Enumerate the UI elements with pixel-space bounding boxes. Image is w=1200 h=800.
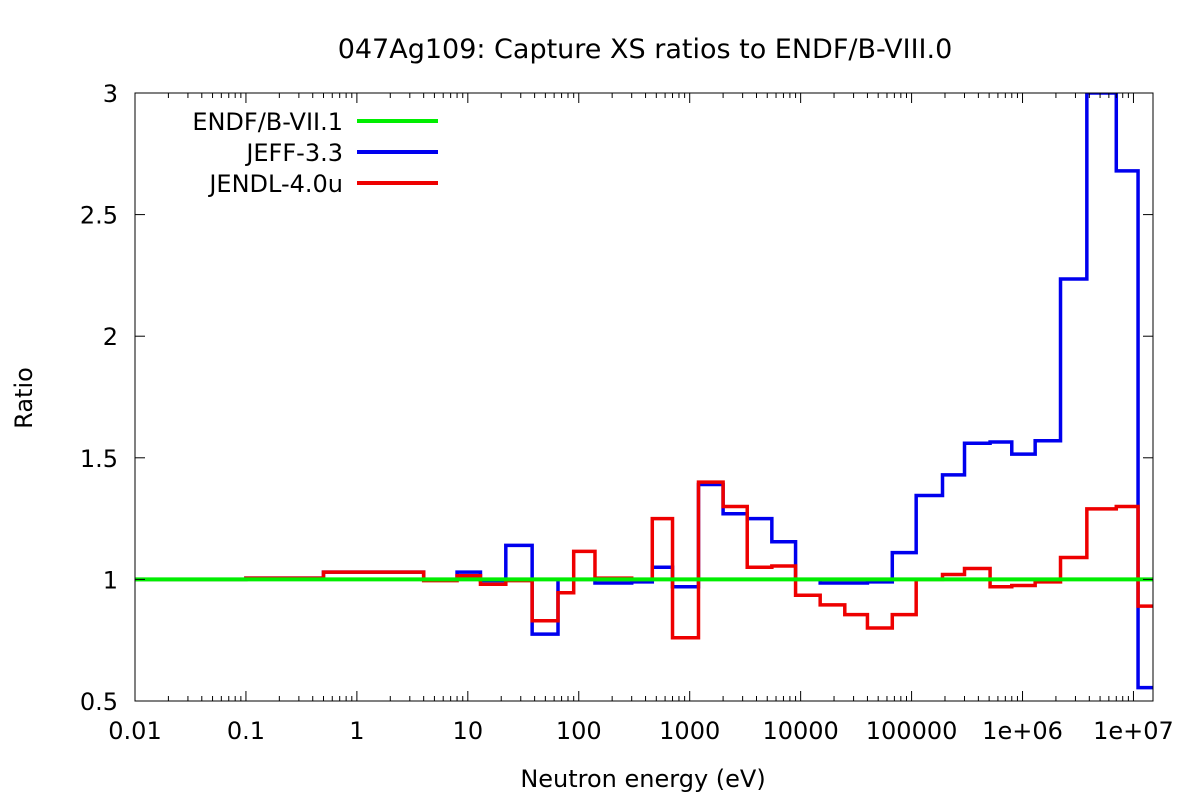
legend: ENDF/B-VII.1 JEFF-3.3 JENDL-4.0u [192, 108, 438, 198]
chart-title: 047Ag109: Capture XS ratios to ENDF/B-VI… [338, 34, 953, 65]
x-axis-title: Neutron energy (eV) [520, 765, 765, 793]
x-tick-label: 0.01 [108, 717, 161, 745]
x-tick-label: 100 [556, 717, 602, 745]
legend-label: JEFF-3.3 [244, 139, 343, 167]
x-tick-label: 1e+06 [982, 717, 1063, 745]
x-tick-label: 10 [453, 717, 484, 745]
x-tick-label: 1e+07 [1093, 717, 1174, 745]
y-tick-label: 2.5 [80, 202, 118, 230]
y-tick-label: 1.5 [80, 445, 118, 473]
y-axis-title: Ratio [10, 367, 38, 429]
x-tick-label: 1 [349, 717, 364, 745]
series-line-jendl-4-0u [135, 480, 1153, 640]
y-tick-label: 1 [103, 566, 118, 594]
x-tick-label: 100000 [866, 717, 958, 745]
legend-label: ENDF/B-VII.1 [192, 108, 343, 136]
plot-area [134, 92, 1154, 702]
x-tick-label: 0.1 [227, 717, 265, 745]
x-axis: 0.01 0.1 1 10 100 1000 10000 100000 1e+06 1e+07 [108, 93, 1174, 745]
y-tick-label: 2 [103, 323, 118, 351]
legend-label: JENDL-4.0u [207, 170, 343, 198]
x-tick-label: 10000 [762, 717, 838, 745]
x-tick-label: 1000 [659, 717, 720, 745]
plot-frame [134, 92, 1154, 702]
y-tick-label: 3 [103, 80, 118, 108]
y-axis: 0.5 1 1.5 2 2.5 3 [80, 80, 1153, 716]
y-tick-label: 0.5 [80, 688, 118, 716]
